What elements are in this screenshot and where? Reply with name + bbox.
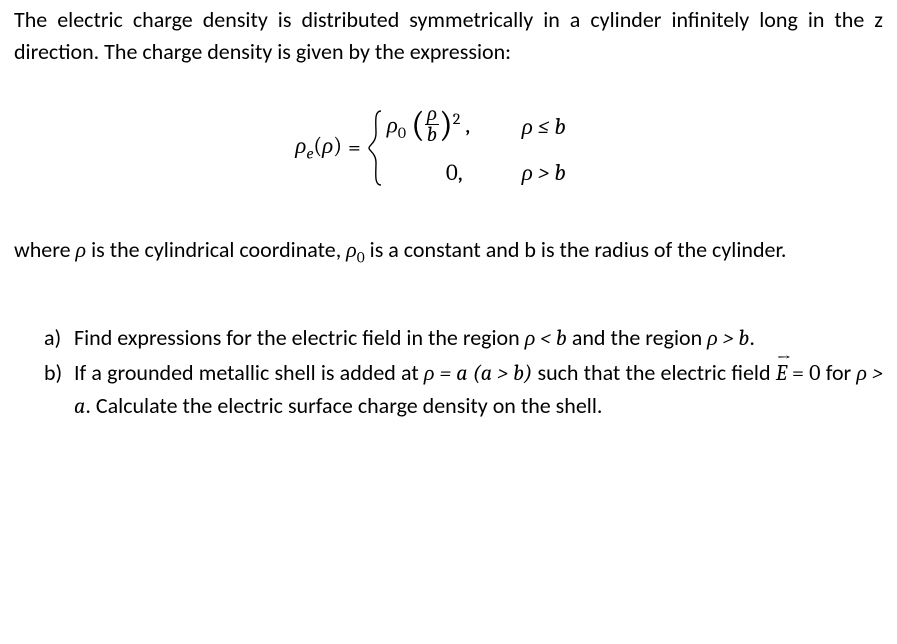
variable-definitions: where ρ is the cylindrical coordinate, ρ… (14, 234, 883, 269)
case2-condition: ρ > b (522, 156, 602, 189)
equals-sign: = (348, 131, 361, 164)
rho-zero-symbol: ρ0 (346, 237, 365, 263)
part-b-label: b) (44, 357, 74, 423)
charge-density-equation: ρe(ρ) = ρ0 (ρb)2 , ρ ≤ b (14, 106, 883, 190)
case2-expression: 0, (387, 156, 522, 189)
intro-text: The electric charge density is distribut… (14, 6, 883, 65)
question-parts: a) Find expressions for the electric fie… (14, 322, 883, 423)
case-row-outside: 0, ρ > b (387, 156, 602, 189)
case1-expression: ρ0 (ρb)2 , (387, 106, 522, 148)
case1-condition: ρ ≤ b (522, 110, 602, 143)
part-a: a) Find expressions for the electric fie… (44, 322, 883, 355)
rho-symbol: ρ (76, 237, 87, 263)
case-row-inside: ρ0 (ρb)2 , ρ ≤ b (387, 106, 602, 148)
problem-statement: The electric charge density is distribut… (14, 4, 883, 68)
part-a-text: Find expressions for the electric field … (74, 322, 883, 355)
part-a-label: a) (44, 322, 74, 355)
part-b-text: If a grounded metallic shell is added at… (74, 357, 883, 423)
part-b: b) If a grounded metallic shell is added… (44, 357, 883, 423)
equation-lhs: ρe(ρ) (295, 129, 342, 167)
e-vector-symbol: →E (776, 358, 787, 390)
left-brace-icon (367, 109, 385, 187)
vector-arrow-icon: → (776, 345, 791, 372)
piecewise-cases: ρ0 (ρb)2 , ρ ≤ b 0, ρ > b (387, 106, 602, 190)
